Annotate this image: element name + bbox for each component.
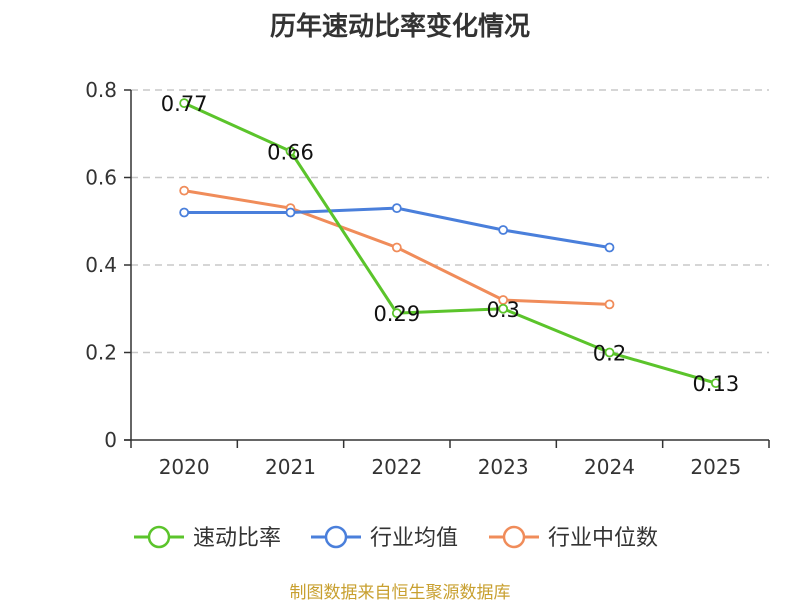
source-note: 制图数据来自恒生聚源数据库 <box>289 583 511 603</box>
data-point <box>498 303 509 314</box>
x-tick-label: 2021 <box>265 455 316 479</box>
data-label: 0.77 <box>161 92 208 116</box>
data-label: 0.2 <box>593 342 626 366</box>
y-tick-label: 0.6 <box>85 166 117 190</box>
y-tick-label: 0.8 <box>85 78 117 102</box>
x-tick-label: 2020 <box>159 455 210 479</box>
data-point <box>179 98 190 109</box>
data-point <box>710 378 721 389</box>
data-point <box>285 207 296 218</box>
data-label: 0.29 <box>373 302 420 326</box>
data-point <box>391 308 402 319</box>
data-point <box>391 242 402 253</box>
legend-label: 速动比率 <box>193 526 281 551</box>
data-point <box>604 242 615 253</box>
legend-marker <box>502 525 526 549</box>
data-point <box>179 207 190 218</box>
series-line-2 <box>184 206 610 249</box>
data-label: 0.3 <box>486 298 519 322</box>
x-tick-label: 2024 <box>584 455 635 479</box>
data-point <box>604 299 615 310</box>
chart-title: 历年速动比率变化情况 <box>269 12 530 42</box>
data-point <box>179 185 190 196</box>
data-point <box>285 146 296 157</box>
x-tick-label: 2022 <box>371 455 422 479</box>
data-label: 0.13 <box>692 372 739 396</box>
series-line-1 <box>183 101 717 385</box>
y-tick-label: 0.2 <box>85 341 117 365</box>
data-point <box>391 203 402 214</box>
legend-marker <box>147 525 171 549</box>
y-tick-label: 0.4 <box>85 253 117 277</box>
legend-marker <box>324 525 348 549</box>
x-tick-label: 2023 <box>478 455 529 479</box>
legend-label: 行业均值 <box>370 526 458 551</box>
data-point <box>498 225 509 235</box>
y-tick-label: 0 <box>104 428 117 452</box>
x-tick-label: 2025 <box>690 455 741 479</box>
legend-label: 行业中位数 <box>548 526 658 551</box>
data-label: 0.66 <box>267 140 314 164</box>
data-point <box>604 347 615 358</box>
